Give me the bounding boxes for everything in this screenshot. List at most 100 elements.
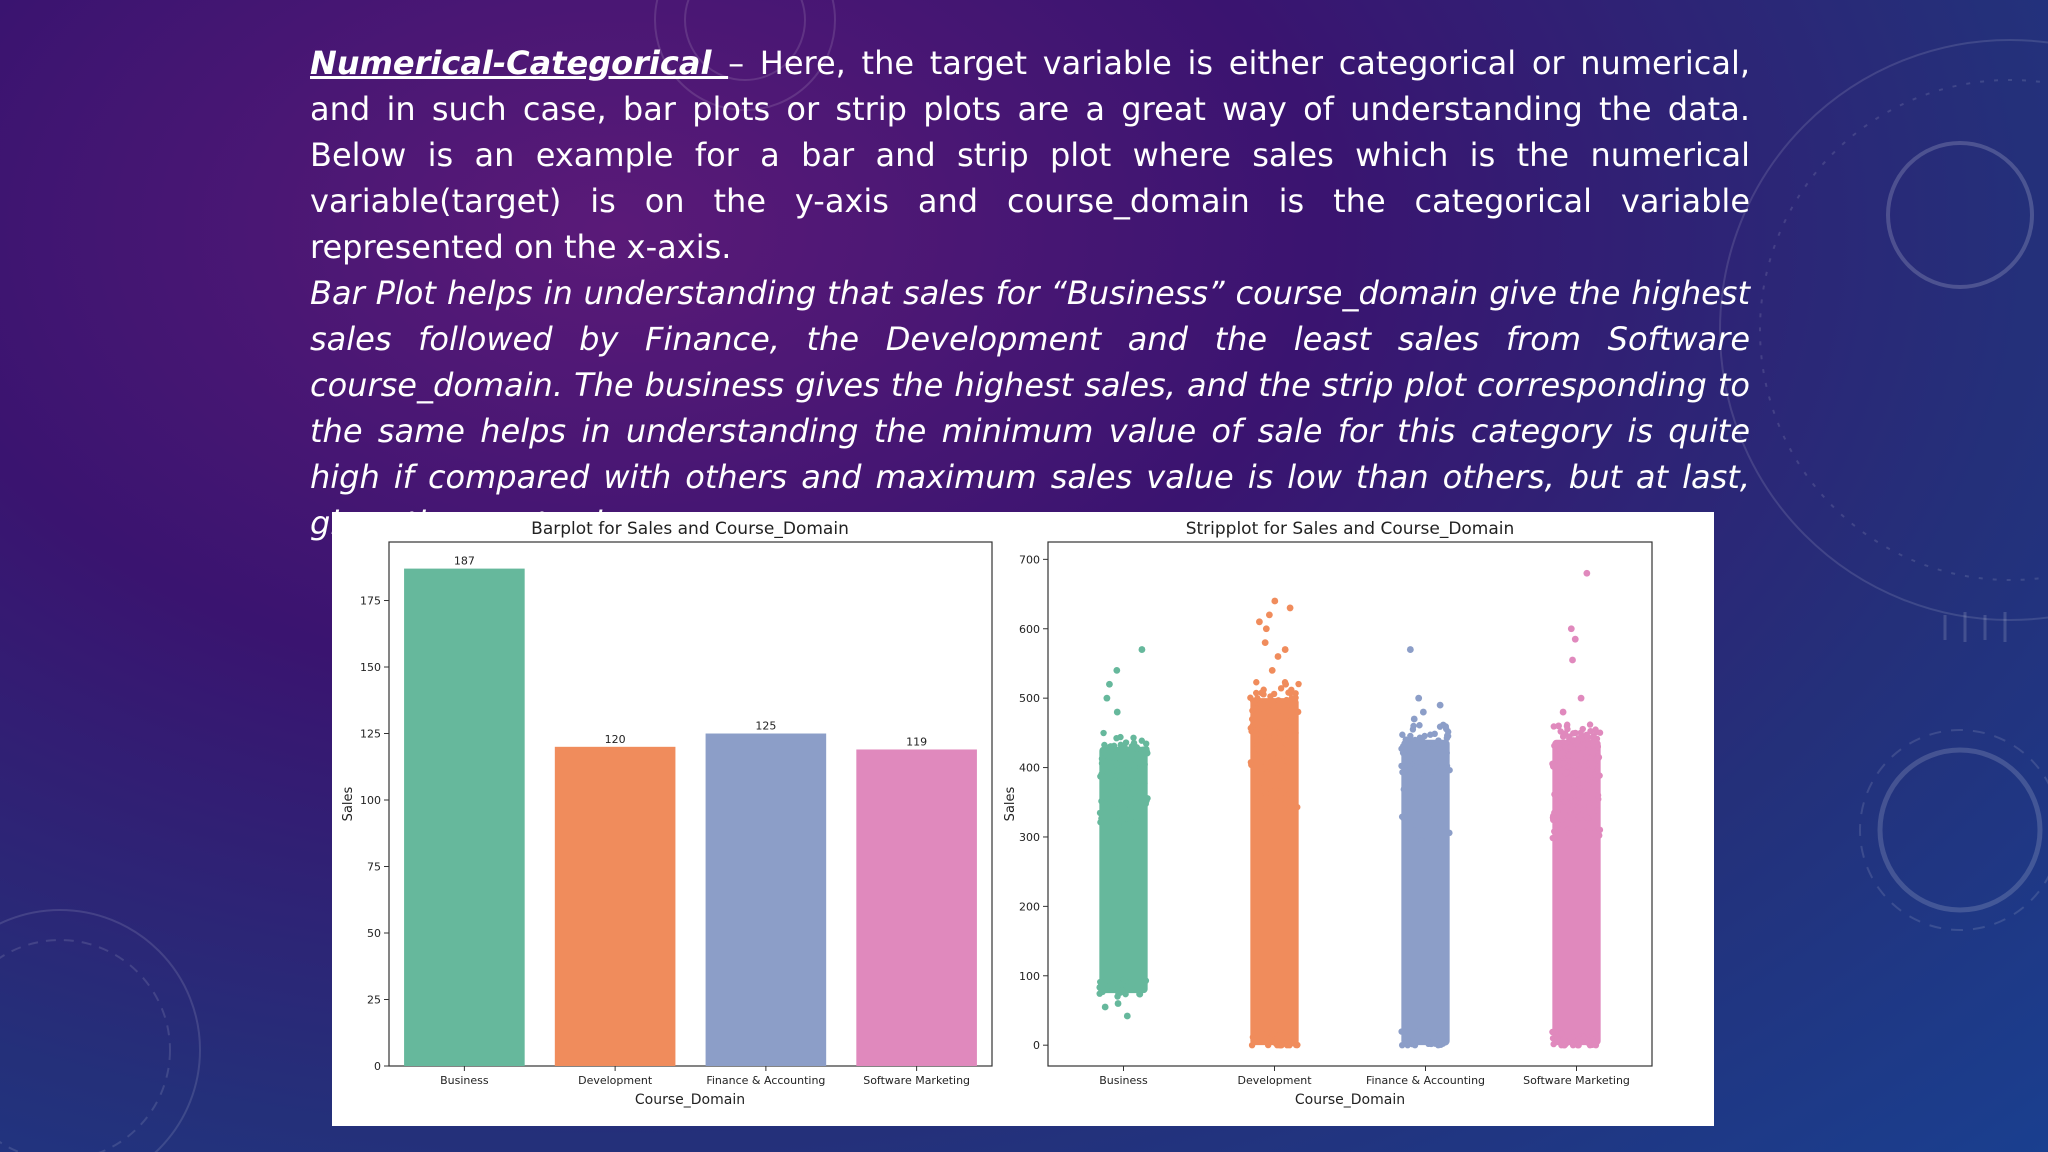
strip-point [1590,747,1598,755]
strip-point [1098,771,1105,778]
strip-point [1596,832,1603,839]
strip-point [1446,829,1453,837]
strip-point [1415,823,1422,831]
strip-point [1291,744,1298,751]
strip-point [1422,812,1430,820]
strip-point [1270,690,1278,698]
strip-point [1424,799,1431,807]
strip-point [1098,755,1106,762]
bar-development [554,746,676,1066]
strip-point [1412,795,1420,802]
strip-point [1249,722,1256,730]
strip-point [1442,725,1450,733]
strip-point [1264,714,1271,722]
strip-point [1401,814,1408,822]
strip-point [1121,821,1128,829]
strip-point [1108,982,1116,990]
strip-point [1574,777,1581,784]
strip-point [1398,1028,1405,1035]
strip-point [1098,797,1105,805]
strip-point [1127,750,1135,758]
strip-point [1416,722,1423,729]
strip-point [1590,783,1597,791]
strip-point [1113,734,1120,742]
strip-point [1431,730,1438,738]
stripplot-xtick-label: Software Marketing [1523,1074,1630,1087]
strip-point [1113,767,1121,774]
strip-point [1594,807,1601,814]
barplot-ytick-label: 100 [360,794,381,807]
strip-point [1587,727,1594,735]
strip-point [1570,785,1578,792]
strip-point [1256,792,1264,799]
strip-point [1592,1030,1599,1037]
strip-point [1594,792,1602,799]
strip-point [1130,734,1137,741]
strip-point [1583,732,1591,740]
strip-point [1266,726,1273,734]
strip-point [1435,741,1443,748]
strip-point [1557,768,1565,776]
strip-point [1424,839,1431,846]
strip-point [1285,758,1292,766]
strip-point [1404,762,1412,769]
barplot-ytick-label: 125 [360,728,381,741]
strip-point [1562,769,1570,777]
strip-point [1566,1034,1574,1041]
strip-point [1438,763,1445,770]
strip-point [1554,821,1562,828]
strip-point [1106,754,1114,761]
strip-point [1254,695,1261,702]
strip-point [1122,739,1130,746]
strip-outlier-point [1419,708,1427,716]
stripplot-ytick-label: 500 [1019,692,1040,705]
barplot-ytick-label: 75 [367,861,381,874]
strip-outlier-point [1268,666,1276,674]
strip-point [1263,736,1270,743]
strip-point [1589,763,1596,770]
strip-point [1398,1041,1406,1049]
strip-point [1415,1028,1422,1036]
strip-point [1560,760,1567,767]
strip-point [1443,749,1450,757]
strip-point [1398,762,1405,770]
strip-point [1288,686,1295,693]
strip-point [1105,808,1112,816]
strip-point [1590,796,1598,804]
strip-point [1117,782,1125,789]
strip-point [1259,744,1266,751]
strip-point [1407,749,1414,756]
stripplot-xlabel: Course_Domain [1295,1092,1405,1108]
strip-point [1549,1028,1556,1036]
strip-point [1140,981,1148,988]
strip-point [1399,768,1406,776]
strip-point [1275,766,1282,773]
strip-point [1596,772,1603,779]
strip-point [1437,770,1444,777]
strip-outlier-point [1555,722,1562,730]
strip-point [1253,689,1260,697]
strip-point [1142,800,1149,807]
strip-point [1277,706,1284,714]
strip-point [1275,735,1282,742]
strip-point [1259,725,1266,732]
strip-point [1573,770,1580,777]
strip-point [1412,811,1419,818]
stripplot-ytick-label: 400 [1019,762,1040,775]
strip-point [1116,832,1123,840]
strip-point [1587,755,1594,762]
strip-point [1136,792,1143,800]
strip-point [1407,732,1414,740]
strip-point [1558,816,1566,823]
strip-point [1425,762,1433,769]
strip-point [1421,819,1429,826]
strip-point [1268,697,1276,705]
strip-point [1574,737,1582,744]
strip-point [1262,800,1270,808]
barplot-ytick-label: 50 [367,927,381,940]
strip-point [1279,772,1286,779]
strip-point [1285,1038,1292,1046]
strip-point [1134,983,1141,990]
strip-point [1097,978,1104,986]
strip-point [1290,801,1298,809]
